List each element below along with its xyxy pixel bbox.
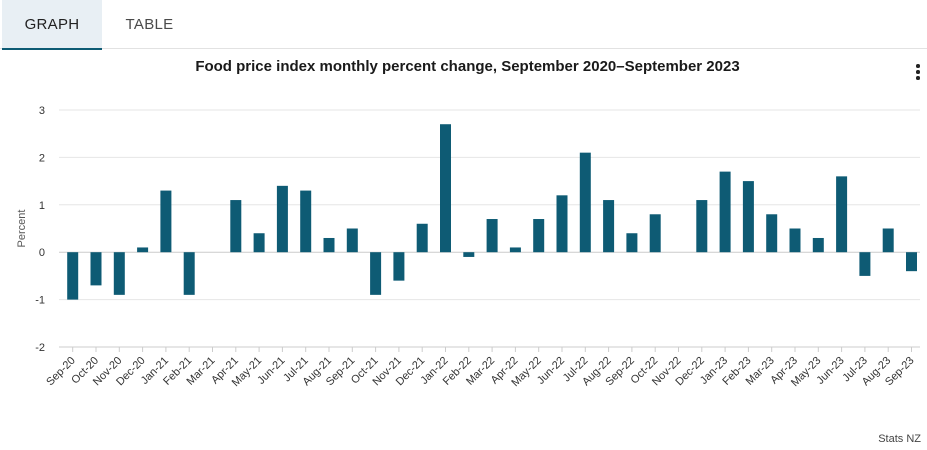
- bar: [603, 200, 615, 253]
- bar: [812, 237, 824, 253]
- bar: [370, 252, 382, 295]
- tab-table[interactable]: TABLE: [125, 16, 174, 33]
- bar: [556, 195, 568, 253]
- bar: [579, 152, 591, 253]
- bar: [463, 252, 475, 257]
- chart-title: Food price index monthly percent change,…: [195, 58, 740, 75]
- y-tick-label: 2: [39, 152, 45, 164]
- bar: [440, 124, 451, 253]
- bar: [90, 252, 102, 286]
- bar: [766, 214, 778, 253]
- bar: [230, 200, 242, 253]
- y-axis-label: Percent: [16, 210, 28, 248]
- y-tick-label: 0: [39, 247, 45, 259]
- bar: [696, 200, 708, 253]
- x-tick-label: Sep-20: [44, 355, 78, 389]
- bar: [323, 237, 335, 253]
- bar: [276, 185, 288, 253]
- source-credit: Stats NZ: [878, 433, 921, 445]
- bar: [253, 233, 265, 253]
- y-tick-label: -2: [35, 342, 45, 354]
- bar: [160, 190, 172, 253]
- view-tabs: GRAPH TABLE: [0, 0, 927, 50]
- bar: [393, 252, 405, 281]
- bar: [626, 233, 638, 253]
- bar: [346, 228, 358, 253]
- bar: [789, 228, 801, 253]
- bar: [137, 247, 149, 253]
- bar: [836, 176, 848, 253]
- bar: [183, 252, 195, 295]
- bar: [906, 252, 917, 272]
- tab-graph[interactable]: GRAPH: [2, 0, 102, 50]
- y-tick-label: 1: [39, 200, 45, 212]
- bar: [113, 252, 125, 295]
- y-tick-label: -1: [35, 295, 45, 307]
- bar: [882, 228, 894, 253]
- y-tick-label: 3: [39, 105, 45, 117]
- bar: [67, 252, 79, 300]
- bar: [486, 219, 498, 253]
- bar: [416, 223, 428, 253]
- chart-menu-button[interactable]: [910, 62, 926, 80]
- bar: [859, 252, 871, 276]
- bar: [300, 190, 312, 253]
- bar: [533, 219, 545, 253]
- bar: [742, 181, 754, 253]
- bar: [719, 171, 731, 253]
- bar: [509, 247, 521, 253]
- bar: [649, 214, 661, 253]
